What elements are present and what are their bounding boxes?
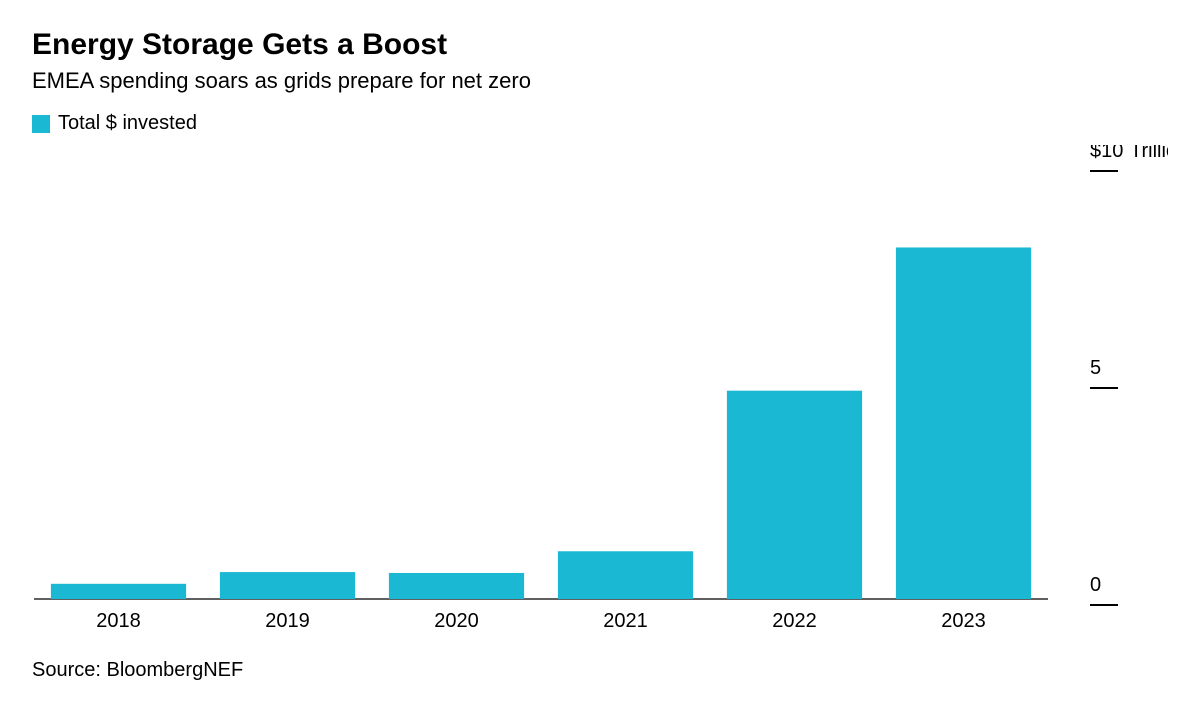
y-tick-label: 5 <box>1090 357 1101 379</box>
y-unit-suffix: Trillion <box>1130 145 1168 162</box>
legend-swatch <box>32 115 50 133</box>
x-tick-label: 2020 <box>434 610 479 632</box>
legend-label: Total $ invested <box>58 112 197 135</box>
bar <box>558 551 693 599</box>
chart-title: Energy Storage Gets a Boost <box>32 28 1168 62</box>
bar <box>727 391 862 599</box>
legend: Total $ invested <box>32 112 1168 135</box>
chart-subtitle: EMEA spending soars as grids prepare for… <box>32 68 1168 94</box>
y-tick-label: $10 <box>1090 145 1123 162</box>
bar <box>220 572 355 599</box>
x-tick-label: 2023 <box>941 610 986 632</box>
source-text: Source: BloombergNEF <box>32 659 1168 682</box>
x-tick-label: 2022 <box>772 610 817 632</box>
x-tick-label: 2019 <box>265 610 310 632</box>
bar-chart: 2018 2019 2020 2021 2022 2023 0 5 $10 Trillion <box>32 145 1168 645</box>
x-tick-label: 2021 <box>603 610 648 632</box>
bar <box>896 247 1031 599</box>
bar <box>389 573 524 599</box>
x-tick-label: 2018 <box>96 610 141 632</box>
bar <box>51 584 186 599</box>
y-tick-label: 0 <box>1090 574 1101 596</box>
